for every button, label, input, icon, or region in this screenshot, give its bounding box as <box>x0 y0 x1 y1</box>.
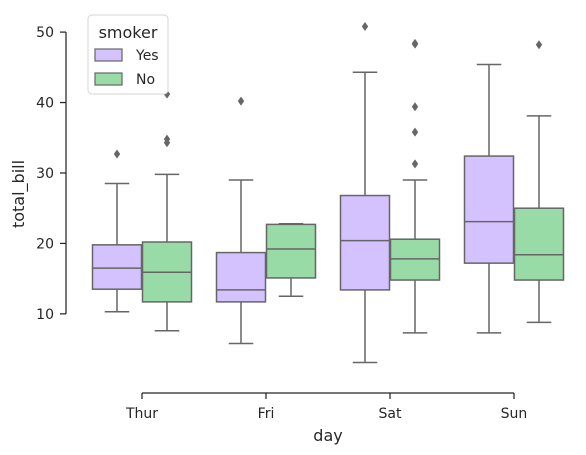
outlier-point <box>535 40 543 50</box>
legend: smoker Yes No <box>87 14 169 95</box>
box-iqr <box>463 155 515 264</box>
y-tick-label: 40 <box>36 96 54 112</box>
outlier-point <box>361 21 369 31</box>
y-axis: 10 20 30 40 50 <box>36 25 67 323</box>
x-tick-label: Sat <box>379 406 402 422</box>
legend-swatch-no <box>94 72 123 86</box>
box-sun-no <box>513 40 565 324</box>
box-sun-yes <box>463 63 515 334</box>
legend-swatch-yes <box>94 48 123 62</box>
outlier-point <box>113 149 121 159</box>
legend-label-yes: Yes <box>135 48 159 64</box>
box-sat-yes <box>339 21 391 364</box>
outlier-point <box>411 38 419 48</box>
box-iqr <box>265 223 317 279</box>
outlier-point <box>237 96 245 106</box>
box-iqr <box>513 207 565 281</box>
box-iqr <box>215 251 267 303</box>
box-fri-yes <box>215 96 267 345</box>
x-tick-label: Thur <box>125 406 158 422</box>
box-thur-yes <box>91 76 143 313</box>
y-tick-label: 10 <box>36 307 54 323</box>
outlier-point <box>163 134 171 144</box>
box-thur-no <box>141 89 193 332</box>
box-iqr <box>91 244 143 290</box>
box-fri-no <box>265 222 317 297</box>
y-tick-label: 30 <box>36 166 54 182</box>
x-axis-title: day <box>313 426 342 445</box>
y-tick-label: 20 <box>36 236 54 252</box>
y-axis-title: total_bill <box>9 160 29 228</box>
x-tick-label: Sun <box>501 406 528 422</box>
outlier-point <box>411 159 419 169</box>
y-tick-label: 50 <box>36 25 54 41</box>
outlier-point <box>411 127 419 137</box>
legend-title: smoker <box>99 23 158 42</box>
outlier-point <box>163 89 171 99</box>
box-sat-no <box>389 38 441 334</box>
legend-label-no: No <box>136 72 155 88</box>
x-tick-label: Fri <box>258 406 275 422</box>
box-iqr <box>339 194 391 291</box>
x-axis: Thur Fri Sat Sun <box>125 392 528 422</box>
outlier-point <box>411 102 419 112</box>
